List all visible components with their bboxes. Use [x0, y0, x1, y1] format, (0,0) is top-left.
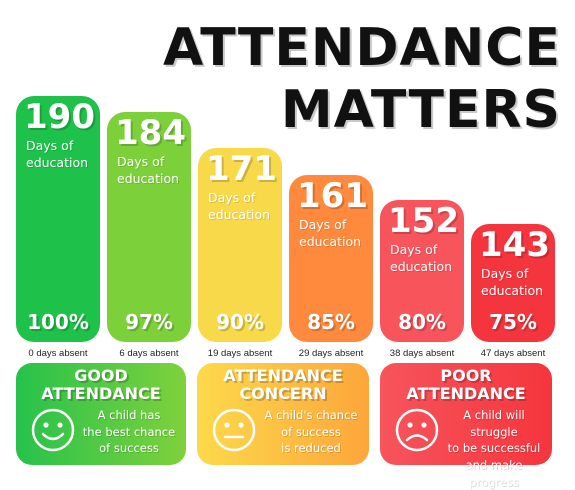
bar-4: 152 Days of education 80% [380, 200, 464, 342]
bar-sublabel: Days of education [390, 242, 453, 274]
card-desc-line-3: is reduced [281, 441, 341, 456]
bar-value-label: 161 [297, 176, 368, 216]
card-desc-line-2: to be successful [447, 441, 541, 456]
card-title: ATTENDANCE CONCERN [197, 367, 369, 402]
card-desc-line-1: A child will struggle [463, 408, 525, 439]
bar-1: 184 Days of education 97% [107, 112, 191, 342]
card-title: GOOD ATTENDANCE [16, 367, 186, 402]
card-good-attendance: GOOD ATTENDANCE A child has the best cha… [16, 363, 186, 465]
bar-value-label: 143 [479, 225, 550, 265]
bar-5: 143 Days of education 75% [471, 224, 555, 342]
bar-sublabel: Days of education [26, 138, 89, 170]
bar-value-label: 184 [115, 113, 186, 153]
card-desc-line-3: of success [99, 441, 159, 456]
bar-3: 161 Days of education 85% [289, 175, 373, 342]
card-desc-line-1: A child has [97, 408, 161, 422]
bar-percentage-label: 75% [489, 310, 537, 334]
card-title-line-2: ATTENDANCE [41, 383, 161, 403]
category-label: 38 days absent [389, 348, 455, 359]
category-label: 0 days absent [28, 348, 88, 359]
card-title-line-1: ATTENDANCE [223, 366, 343, 385]
category-label: 47 days absent [480, 348, 546, 359]
card-title-line-1: POOR [440, 366, 492, 385]
card-description: A child will struggle to be successful a… [442, 407, 546, 490]
bar-percentage-label: 85% [307, 310, 355, 334]
card-desc-line-2: the best chance [82, 424, 176, 439]
category-label: 6 days absent [119, 348, 179, 359]
title-line-1: ATTENDANCE [163, 18, 561, 78]
card-desc-line-3: and make progress [465, 458, 523, 489]
card-description: A child has the best chance of success [78, 407, 180, 457]
card-description: A child's chance of success is reduced [259, 407, 363, 457]
bar-0: 190 Days of education 100% [16, 96, 100, 342]
bar-sublabel: Days of education [208, 190, 271, 222]
bar-sublabel: Days of education [117, 154, 180, 186]
bar-2: 171 Days of education 90% [198, 148, 282, 342]
card-poor-attendance: POOR ATTENDANCE A child will struggle to… [380, 363, 552, 489]
neutral-face-icon [212, 408, 256, 452]
smile-icon [31, 408, 75, 452]
card-desc-line-2: of success [281, 424, 341, 439]
card-title-line-1: GOOD [74, 366, 128, 385]
bar-value-label: 171 [206, 149, 277, 189]
card-desc-line-1: A child's chance [264, 408, 358, 422]
bar-sublabel: Days of education [481, 266, 544, 298]
category-label: 29 days absent [298, 348, 364, 359]
category-label: 19 days absent [207, 348, 273, 359]
bar-percentage-label: 90% [216, 310, 264, 334]
sad-face-icon [395, 408, 439, 452]
bar-value-label: 190 [24, 97, 95, 137]
bar-percentage-label: 100% [27, 310, 89, 334]
card-title-line-2: CONCERN [239, 383, 327, 403]
bar-percentage-label: 80% [398, 310, 446, 334]
title-line-2: MATTERS [280, 80, 561, 140]
bar-percentage-label: 97% [125, 310, 173, 334]
card-title-line-2: ATTENDANCE [406, 383, 526, 403]
bar-sublabel: Days of education [299, 217, 362, 249]
card-title: POOR ATTENDANCE [380, 367, 552, 402]
bar-value-label: 152 [388, 201, 459, 241]
card-attendance-concern: ATTENDANCE CONCERN A child's chance of s… [197, 363, 369, 465]
